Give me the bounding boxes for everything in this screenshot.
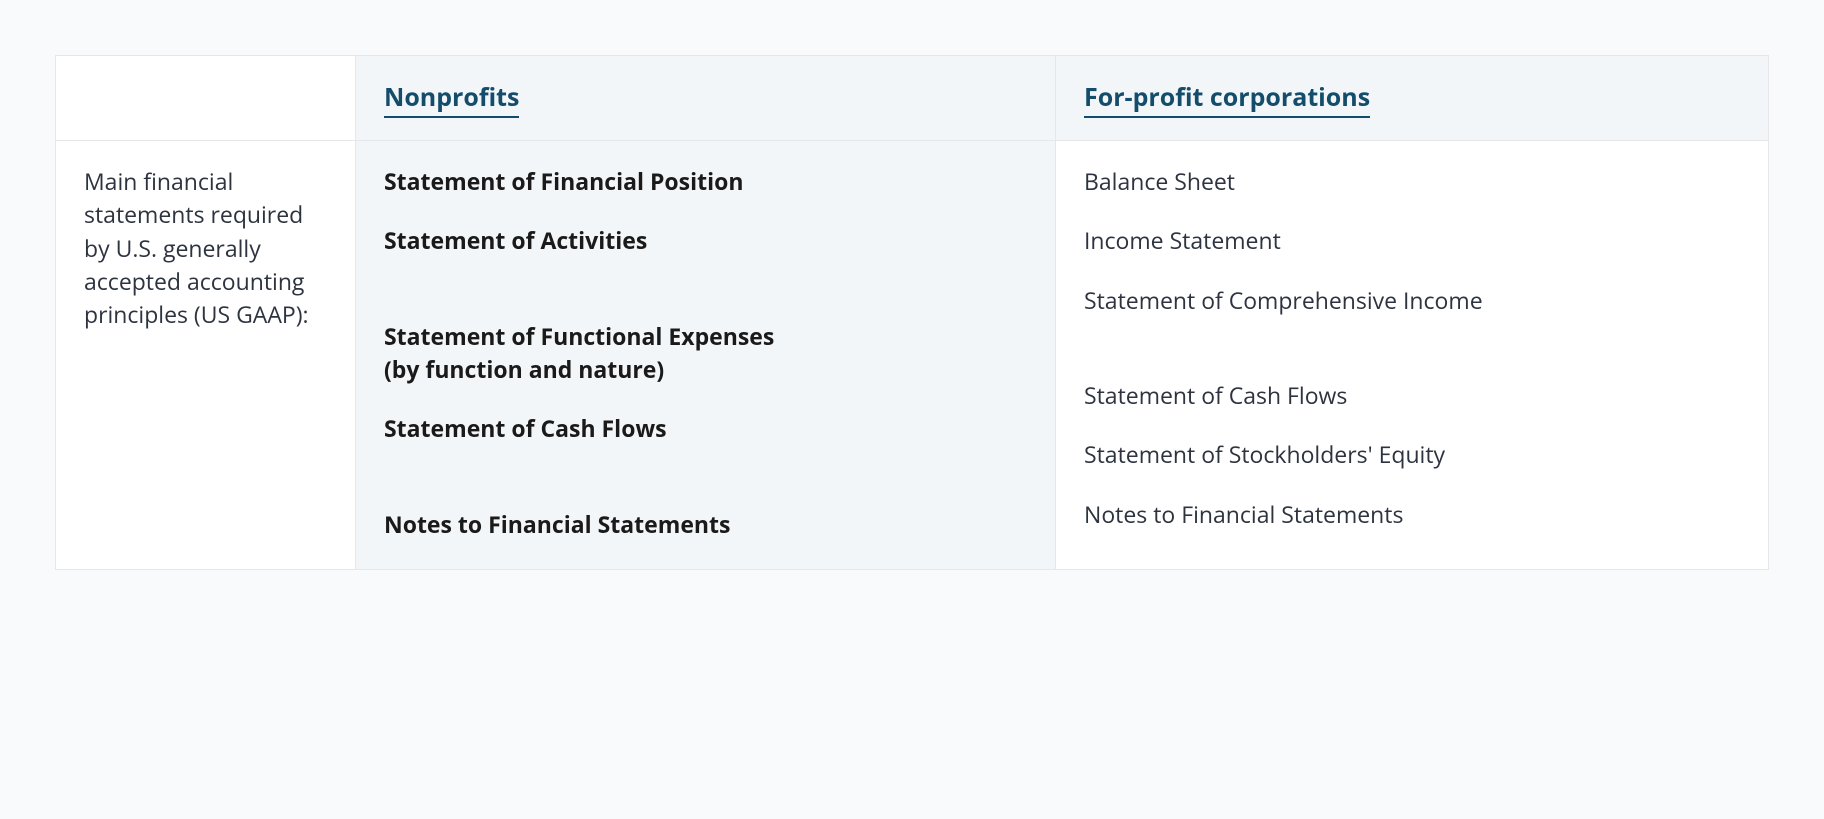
forprofit-balance-sheet: Balance Sheet bbox=[1084, 165, 1740, 198]
forprofit-notes: Notes to Financial Statements bbox=[1084, 498, 1740, 531]
nonprofit-stmt-functional-expenses-line1: Statement of Functional Expenses bbox=[384, 320, 1027, 353]
nonprofit-notes: Notes to Financial Statements bbox=[384, 508, 1027, 541]
forprofit-income-statement: Income Statement bbox=[1084, 224, 1740, 257]
blank-header-cell bbox=[56, 56, 356, 141]
spacer bbox=[384, 472, 1027, 508]
nonprofit-stmt-financial-position: Statement of Financial Position bbox=[384, 165, 1027, 198]
forprofit-comprehensive-income: Statement of Comprehensive Income bbox=[1084, 284, 1740, 317]
table-body-row: Main financial statements required by U.… bbox=[56, 141, 1769, 570]
nonprofit-stmt-cash-flows: Statement of Cash Flows bbox=[384, 412, 1027, 445]
nonprofits-column-header: Nonprofits bbox=[356, 56, 1056, 141]
forprofit-column-header: For-profit corporations bbox=[1056, 56, 1769, 141]
spacer bbox=[1084, 343, 1740, 379]
forprofit-statements-cell: Balance Sheet Income Statement Statement… bbox=[1056, 141, 1769, 570]
spacer bbox=[384, 284, 1027, 320]
row-label-cell: Main financial statements required by U.… bbox=[56, 141, 356, 570]
financial-statements-comparison-table: Nonprofits For-profit corporations Main … bbox=[55, 55, 1769, 570]
nonprofits-header-link[interactable]: Nonprofits bbox=[384, 80, 519, 118]
nonprofit-stmt-functional-expenses-line2: (by function and nature) bbox=[384, 353, 1027, 386]
nonprofit-stmt-activities: Statement of Activities bbox=[384, 224, 1027, 257]
nonprofit-statements-cell: Statement of Financial Position Statemen… bbox=[356, 141, 1056, 570]
table-header-row: Nonprofits For-profit corporations bbox=[56, 56, 1769, 141]
forprofit-header-link[interactable]: For-profit corporations bbox=[1084, 80, 1370, 118]
row-label-text: Main financial statements required by U.… bbox=[84, 165, 309, 330]
forprofit-stockholders-equity: Statement of Stockholders' Equity bbox=[1084, 438, 1740, 471]
forprofit-cash-flows: Statement of Cash Flows bbox=[1084, 379, 1740, 412]
